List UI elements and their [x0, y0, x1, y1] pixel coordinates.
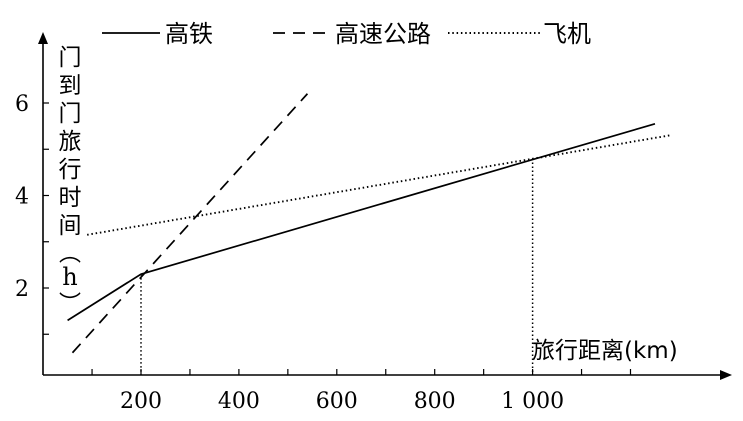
x-tick-label: 400	[218, 389, 260, 414]
y-axis-label-char: 时	[59, 185, 82, 211]
y-tick-label: 2	[15, 277, 29, 302]
x-tick-label: 1 000	[501, 389, 564, 414]
series-line-dotted	[86, 134, 670, 236]
legend-label: 高铁	[165, 20, 213, 48]
series-line-dashed	[71, 93, 309, 354]
y-axis-label-char: 门	[59, 101, 82, 127]
y-axis-label-char: 旅	[59, 129, 82, 155]
y-axis-label-char: 门	[59, 45, 82, 71]
y-axis-arrow	[38, 32, 48, 44]
x-tick-label: 600	[316, 389, 358, 414]
legend-label: 飞机	[543, 20, 591, 48]
y-axis-label-char: ︶	[59, 292, 81, 317]
x-tick-label: 800	[414, 389, 456, 414]
series-line-solid	[67, 122, 656, 322]
y-axis-label-char: 到	[59, 73, 82, 99]
legend-label: 高速公路	[335, 20, 431, 48]
y-tick-label: 4	[15, 185, 29, 210]
x-axis-arrow	[720, 370, 732, 380]
y-tick-label: 6	[15, 92, 29, 117]
x-tick-label: 200	[120, 389, 162, 414]
y-axis-label-char: ︵	[59, 242, 81, 267]
x-axis-label: 旅行距离(km)	[532, 338, 678, 364]
y-axis-label-char: h	[62, 263, 77, 291]
y-axis-label-char: 间	[59, 213, 82, 239]
y-axis-label-char: 行	[59, 157, 82, 183]
